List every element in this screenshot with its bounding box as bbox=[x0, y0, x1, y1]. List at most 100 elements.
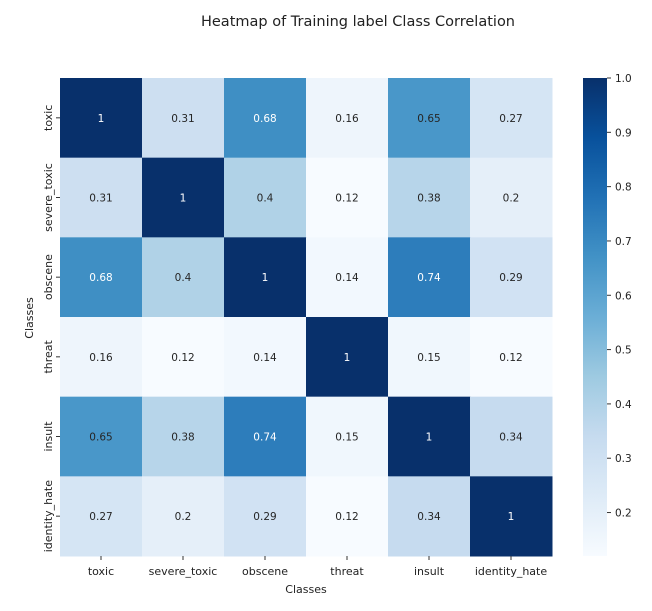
heatmap-cell bbox=[60, 396, 143, 477]
colorbar-tick-label: 0.8 bbox=[615, 182, 632, 194]
cell-value-label: 0.74 bbox=[253, 432, 277, 444]
cell-value-label: 0.29 bbox=[253, 511, 276, 523]
colorbar-tick-label: 0.6 bbox=[615, 290, 632, 302]
heatmap-cell bbox=[224, 237, 307, 318]
heatmap-cell-labels: 1 0.31 0.68 0.16 0.65 0.27 0.31 1 0.4 0.12 0.38 0.2… bbox=[89, 113, 523, 523]
cell-value-label: 0.16 bbox=[335, 113, 359, 125]
heatmap-cell bbox=[224, 157, 307, 238]
cell-value-label: 0.31 bbox=[89, 193, 112, 205]
heatmap-cell bbox=[306, 237, 389, 318]
heatmap-cell bbox=[388, 396, 471, 477]
x-tick-label: obscene bbox=[242, 565, 288, 578]
heatmap-cell bbox=[388, 317, 471, 398]
heatmap-cell bbox=[306, 157, 389, 238]
cell-value-label: 0.12 bbox=[335, 511, 358, 523]
cell-value-label: 0.29 bbox=[499, 272, 522, 284]
cell-value-label: 0.27 bbox=[89, 511, 112, 523]
heatmap-cell bbox=[388, 476, 471, 557]
y-tick-label: severe_toxic bbox=[42, 163, 55, 232]
heatmap-cell bbox=[470, 78, 553, 159]
heatmap-cell bbox=[142, 317, 225, 398]
colorbar-tick-label: 0.7 bbox=[615, 236, 632, 248]
cell-value-label: 0.31 bbox=[171, 113, 194, 125]
cell-value-label: 0.68 bbox=[89, 272, 112, 284]
x-tick-label: insult bbox=[414, 565, 445, 578]
heatmap-cell bbox=[224, 476, 307, 557]
heatmap-cell bbox=[224, 78, 307, 159]
heatmap-cell bbox=[142, 476, 225, 557]
cell-value-label: 0.27 bbox=[499, 113, 522, 125]
y-tick-label: insult bbox=[42, 421, 55, 452]
heatmap-cells bbox=[60, 78, 553, 557]
heatmap-cell bbox=[224, 317, 307, 398]
heatmap-cell bbox=[142, 78, 225, 159]
cell-value-label: 0.14 bbox=[335, 272, 359, 284]
cell-value-label: 0.4 bbox=[257, 193, 274, 205]
cell-value-label: 0.34 bbox=[499, 432, 523, 444]
x-tick-label: identity_hate bbox=[475, 565, 547, 578]
cell-value-label: 0.74 bbox=[417, 272, 441, 284]
heatmap-cell bbox=[470, 317, 553, 398]
cell-value-label: 0.65 bbox=[417, 113, 440, 125]
colorbar-tick-label: 1.0 bbox=[615, 73, 632, 85]
cell-value-label: 0.38 bbox=[171, 432, 194, 444]
cell-value-label: 1 bbox=[180, 193, 187, 205]
cell-value-label: 0.34 bbox=[417, 511, 441, 523]
colorbar-ticks: 0.2 0.3 0.4 0.5 0.6 0.7 0.8 0.9 1.0 bbox=[607, 73, 632, 520]
heatmap-cell bbox=[306, 78, 389, 159]
cell-value-label: 0.12 bbox=[499, 352, 522, 364]
heatmap-cell bbox=[470, 157, 553, 238]
cell-value-label: 0.65 bbox=[89, 432, 112, 444]
cell-value-label: 0.16 bbox=[89, 352, 113, 364]
cell-value-label: 0.15 bbox=[417, 352, 440, 364]
colorbar-tick-label: 0.3 bbox=[615, 453, 632, 465]
cell-value-label: 1 bbox=[262, 272, 269, 284]
y-axis-label: Classes bbox=[23, 297, 36, 339]
cell-value-label: 1 bbox=[508, 511, 515, 523]
x-tick-label: toxic bbox=[88, 565, 114, 578]
chart-title: Heatmap of Training label Class Correlat… bbox=[201, 14, 515, 30]
colorbar bbox=[583, 78, 607, 556]
x-axis-label: Classes bbox=[285, 583, 327, 596]
cell-value-label: 0.14 bbox=[253, 352, 277, 364]
heatmap-cell bbox=[60, 237, 143, 318]
cell-value-label: 0.12 bbox=[335, 193, 358, 205]
heatmap-cell bbox=[388, 157, 471, 238]
colorbar-tick-label: 0.9 bbox=[615, 127, 632, 139]
colorbar-tick-label: 0.4 bbox=[615, 399, 632, 411]
heatmap-cell bbox=[306, 396, 389, 477]
heatmap-cell bbox=[60, 476, 143, 557]
x-axis-ticks: toxic severe_toxic obscene threat insult iden… bbox=[88, 556, 547, 578]
heatmap-cell bbox=[388, 78, 471, 159]
x-tick-label: severe_toxic bbox=[149, 565, 218, 578]
cell-value-label: 0.4 bbox=[175, 272, 192, 284]
cell-value-label: 1 bbox=[426, 432, 433, 444]
heatmap-cell bbox=[142, 396, 225, 477]
cell-value-label: 0.12 bbox=[171, 352, 194, 364]
heatmap-cell bbox=[60, 157, 143, 238]
y-tick-label: threat bbox=[42, 339, 55, 373]
cell-value-label: 1 bbox=[98, 113, 105, 125]
heatmap-cell bbox=[60, 78, 143, 159]
cell-value-label: 0.15 bbox=[335, 432, 358, 444]
heatmap-cell bbox=[142, 237, 225, 318]
heatmap-cell bbox=[306, 317, 389, 398]
heatmap-cell bbox=[60, 317, 143, 398]
colorbar-tick-label: 0.2 bbox=[615, 508, 632, 520]
cell-value-label: 0.2 bbox=[175, 511, 192, 523]
cell-value-label: 1 bbox=[344, 352, 351, 364]
cell-value-label: 0.68 bbox=[253, 113, 276, 125]
heatmap-cell bbox=[224, 396, 307, 477]
y-tick-label: toxic bbox=[42, 105, 55, 131]
colorbar-tick-label: 0.5 bbox=[615, 345, 632, 357]
heatmap-cell bbox=[388, 237, 471, 318]
heatmap-cell bbox=[470, 396, 553, 477]
x-tick-label: threat bbox=[330, 565, 364, 578]
cell-value-label: 0.38 bbox=[417, 193, 440, 205]
cell-value-label: 0.2 bbox=[503, 193, 520, 205]
heatmap-cell bbox=[142, 157, 225, 238]
y-tick-label: obscene bbox=[42, 254, 55, 300]
y-tick-label: identity_hate bbox=[42, 480, 55, 552]
